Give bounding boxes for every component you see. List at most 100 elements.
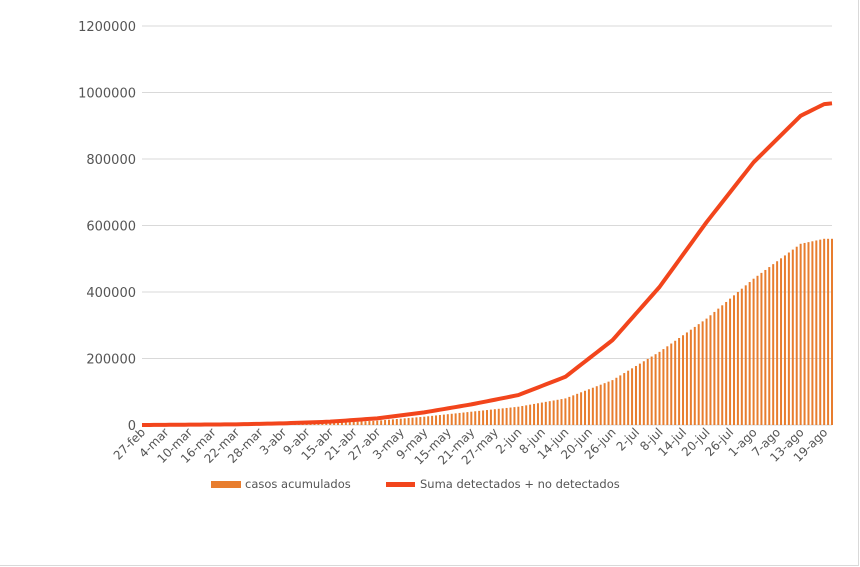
- bar: [760, 272, 763, 425]
- bar: [438, 415, 441, 425]
- bar: [368, 421, 371, 425]
- bar: [399, 418, 402, 425]
- line-series-suma: [141, 101, 833, 427]
- bar: [564, 398, 567, 425]
- bar: [697, 324, 700, 425]
- bar: [458, 412, 461, 425]
- bar: [415, 417, 418, 425]
- bar: [340, 422, 343, 425]
- bar: [666, 346, 669, 425]
- bar: [811, 241, 814, 425]
- bar: [423, 416, 426, 425]
- bar: [419, 417, 422, 425]
- bar: [372, 420, 375, 425]
- bar: [505, 407, 508, 425]
- bar: [478, 410, 481, 425]
- bar: [772, 264, 775, 425]
- y-tick-label: 400000: [86, 286, 136, 301]
- bar: [568, 396, 571, 425]
- bar: [470, 411, 473, 425]
- bar: [682, 335, 685, 425]
- bar: [344, 422, 347, 425]
- y-axis-ticks: 0 200000 400000 600000 800000 1000000 1200000: [78, 20, 136, 434]
- bar: [599, 384, 602, 425]
- bar: [348, 422, 351, 425]
- bar: [576, 393, 579, 425]
- bar: [658, 351, 661, 425]
- bar: [685, 332, 688, 425]
- bar: [572, 395, 575, 425]
- bar: [317, 423, 320, 425]
- bar: [803, 242, 806, 425]
- bar: [321, 423, 324, 425]
- bar: [474, 411, 477, 425]
- bar: [493, 409, 496, 425]
- bar: [752, 278, 755, 425]
- grid-lines: [142, 25, 832, 426]
- bar: [764, 269, 767, 425]
- bar: [721, 305, 724, 425]
- bar: [482, 410, 485, 425]
- bar: [819, 239, 822, 425]
- bar: [435, 415, 438, 425]
- bar: [827, 238, 830, 425]
- bar: [548, 401, 551, 425]
- bar: [529, 404, 532, 425]
- bar: [709, 315, 712, 425]
- bar: [807, 242, 810, 426]
- bar: [509, 407, 512, 425]
- x-axis-ticks: 27-feb4-mar10-mar16-mar22-mar28-mar3-abr…: [111, 425, 831, 467]
- bar: [654, 354, 657, 425]
- bar: [380, 420, 383, 425]
- legend: casos acumulados Suma detectados + no de…: [211, 477, 620, 491]
- y-tick-label: 1200000: [78, 20, 136, 35]
- bar: [462, 412, 465, 425]
- bar: [823, 238, 826, 425]
- bar: [795, 246, 798, 425]
- legend-label-line: Suma detectados + no detectados: [420, 477, 620, 491]
- bar: [501, 408, 504, 426]
- bar: [356, 421, 359, 425]
- bar: [337, 422, 340, 425]
- bar: [674, 340, 677, 425]
- bar: [497, 408, 500, 425]
- bar: [689, 329, 692, 425]
- bar: [364, 421, 367, 425]
- bar: [619, 375, 622, 425]
- bar: [391, 419, 394, 425]
- bar: [403, 418, 406, 425]
- bar: [615, 377, 618, 425]
- bar: [540, 402, 543, 425]
- bar: [591, 387, 594, 425]
- y-tick-label: 600000: [86, 220, 136, 235]
- bar: [670, 343, 673, 425]
- bar: [611, 380, 614, 425]
- legend-swatch-bars: [211, 481, 241, 488]
- bar: [756, 275, 759, 425]
- bar: [748, 282, 751, 425]
- bar: [387, 419, 390, 425]
- bar: [713, 311, 716, 425]
- bar: [634, 365, 637, 425]
- bar: [740, 288, 743, 425]
- bar: [352, 421, 355, 425]
- bar: [732, 295, 735, 425]
- bar: [783, 255, 786, 425]
- bar: [776, 261, 779, 425]
- bar: [454, 413, 457, 425]
- bar: [442, 414, 445, 425]
- bar: [646, 358, 649, 425]
- bar: [729, 298, 732, 425]
- bar: [556, 399, 559, 425]
- bar: [631, 368, 634, 425]
- bar: [642, 361, 645, 425]
- bar: [450, 413, 453, 425]
- bar: [407, 418, 410, 425]
- bar: [329, 423, 332, 425]
- bar: [815, 240, 818, 425]
- bar: [701, 321, 704, 425]
- bar: [662, 349, 665, 425]
- bar: [744, 285, 747, 425]
